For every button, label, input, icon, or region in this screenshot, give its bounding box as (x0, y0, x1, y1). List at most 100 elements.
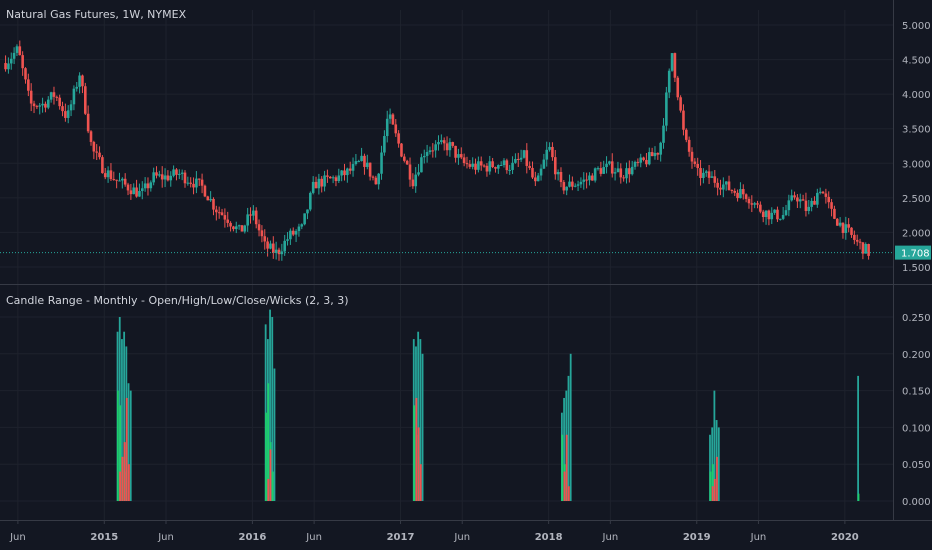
oscillator-bar-teal (717, 427, 720, 501)
oscillator-bar-teal (129, 390, 132, 501)
candle-down (271, 243, 275, 254)
candle-down (183, 172, 187, 184)
candle-up (7, 63, 10, 70)
candle-up (311, 181, 315, 193)
oscillator-bar-teal (421, 353, 424, 501)
candle-down (474, 163, 477, 170)
oscillator-bar-green (267, 383, 270, 501)
candle-down (192, 183, 195, 188)
candle-down (682, 110, 685, 130)
oscillator-bar-teal (269, 309, 271, 501)
oscillator-bar-green (711, 464, 714, 501)
oscillator-bar-green (117, 390, 119, 501)
candle-down (334, 177, 338, 182)
candle-up (283, 240, 286, 252)
candle-up (662, 125, 665, 143)
oscillator-bar-teal (569, 353, 572, 501)
candle-down (736, 192, 739, 199)
oscillator-tick-label: 0.250 (902, 313, 931, 324)
candle-down (494, 167, 497, 169)
candle-up (300, 224, 304, 227)
candle-down (793, 195, 796, 198)
candle-down (528, 165, 531, 168)
candle-down (553, 157, 557, 175)
candle-down (855, 239, 859, 242)
candle-down (759, 204, 762, 212)
candle-down (32, 103, 36, 107)
candle-down (400, 143, 403, 157)
candle-down (240, 225, 244, 232)
candle-up (303, 213, 306, 225)
candle-up (195, 178, 198, 188)
candle-up (477, 161, 480, 170)
candle-down (135, 187, 138, 197)
candle-up (457, 154, 460, 158)
candle-up (163, 175, 167, 180)
oscillator-bar-red (567, 486, 570, 501)
candle-down (27, 79, 30, 91)
candle-down (730, 189, 734, 191)
oscillator-bar-green (709, 471, 712, 501)
candle-down (690, 151, 694, 162)
last-price-label: 1.708 (901, 249, 930, 260)
candle-down (55, 96, 59, 98)
candle-down (189, 182, 192, 184)
candle-down (796, 197, 799, 202)
candle-up (519, 157, 523, 160)
oscillator-bar-teal (567, 375, 570, 501)
candle-down (160, 174, 164, 180)
candle-up (66, 110, 70, 118)
oscillator-bar-red (123, 442, 126, 501)
oscillator-bar-green (119, 405, 122, 501)
candle-down (35, 106, 39, 108)
candle-up (106, 170, 110, 178)
candle-down (52, 92, 56, 97)
candle-down (747, 198, 751, 204)
candle-up (72, 88, 76, 105)
price-tick-label: 2.500 (902, 194, 931, 205)
candle-down (215, 209, 218, 213)
main-chart-title: Natural Gas Futures, 1W, NYMEX (6, 8, 187, 21)
candle-down (479, 161, 483, 166)
candle-up (670, 53, 674, 71)
candle-up (337, 175, 341, 182)
candle-down (767, 210, 771, 220)
candle-down (459, 154, 463, 158)
candle-down (628, 168, 631, 175)
price-tick-label: 3.500 (902, 125, 931, 136)
candle-down (716, 182, 719, 188)
candle-down (850, 227, 853, 235)
oscillator-bar-red (415, 397, 418, 501)
oscillator-bar-red (713, 478, 716, 501)
candle-down (707, 171, 711, 178)
candle-up (75, 86, 79, 89)
candle-up (437, 142, 440, 145)
candle-down (562, 182, 566, 191)
candle-up (488, 161, 492, 172)
candle-down (679, 97, 682, 111)
candle-up (605, 163, 608, 168)
candle-down (84, 86, 87, 114)
oscillator-bar-red (716, 456, 718, 501)
candle-up (753, 203, 756, 205)
candle-up (798, 199, 802, 202)
candle-up (209, 198, 212, 201)
candle-down (719, 187, 722, 190)
candle-down (551, 146, 554, 158)
candle-up (323, 175, 326, 187)
candle-down (713, 176, 717, 183)
candle-up (522, 150, 526, 158)
time-tick-label: 2020 (831, 532, 859, 543)
time-tick-label: 2015 (90, 532, 118, 543)
candle-down (326, 175, 329, 177)
candle-down (676, 77, 680, 98)
candle-down (622, 177, 625, 179)
oscillator-bar-teal (271, 317, 274, 501)
candle-up (46, 99, 50, 108)
candle-down (610, 161, 614, 174)
oscillator-bars (116, 309, 860, 501)
candle-down (835, 218, 839, 226)
candle-down (833, 208, 836, 219)
candle-down (98, 152, 101, 158)
oscillator-bar-teal (121, 339, 123, 501)
